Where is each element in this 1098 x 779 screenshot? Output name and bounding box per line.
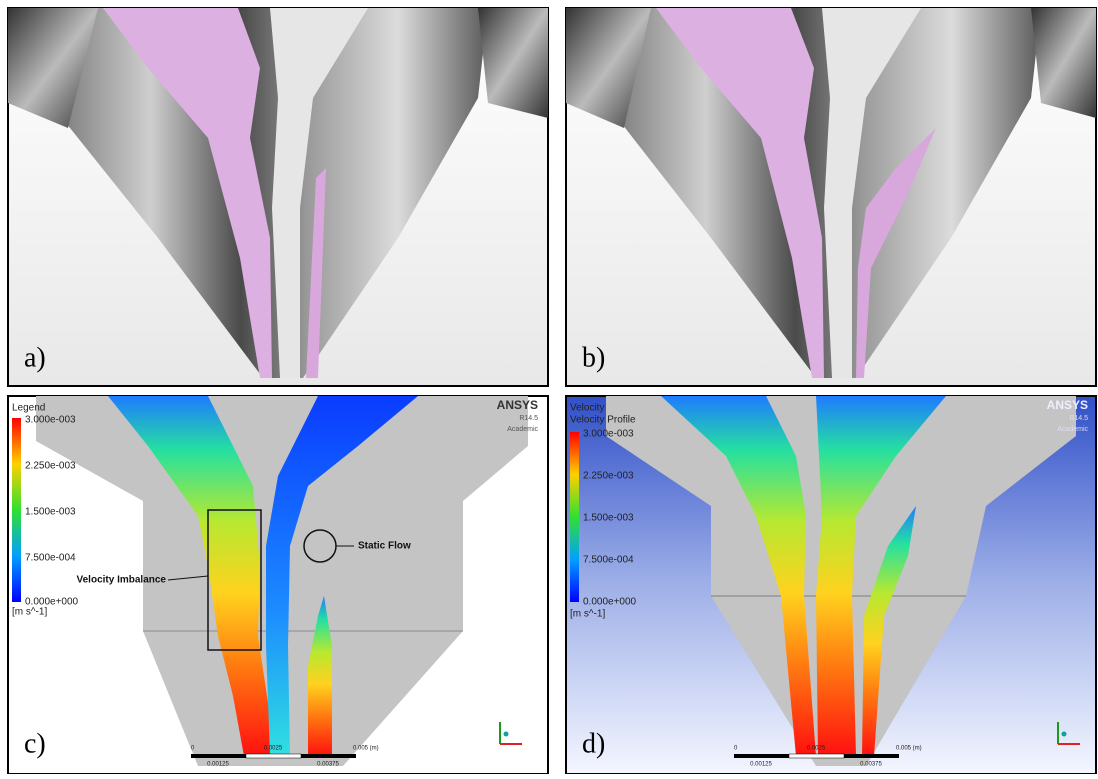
scale-label: 0.00125 [750, 762, 772, 768]
panel-label: c) [24, 728, 46, 759]
bolt [478, 8, 548, 118]
legend-tick: 7.500e-004 [25, 553, 76, 564]
legend-title: Velocity [570, 403, 604, 414]
annotation: Velocity Imbalance [77, 575, 167, 586]
scale-label: 0.0025 [264, 746, 283, 752]
scale-label: 0.005 (m) [896, 746, 922, 752]
edition: Academic [1057, 426, 1088, 433]
panel-c: Velocity Imbalance Static Flow Legend 3.… [8, 396, 548, 774]
legend-unit: [m s^-1] [570, 609, 605, 620]
scale-segment [301, 754, 356, 758]
version: R14.5 [519, 415, 538, 422]
scale-label: 0.00375 [860, 762, 882, 768]
figure: a) b) Velocity Imbalance Static Flow Leg… [0, 0, 1098, 774]
panel-label: b) [582, 342, 605, 373]
scale-label: 0.005 (m) [353, 746, 379, 752]
scale-segment [191, 754, 246, 758]
panel-label: d) [582, 728, 605, 759]
brand: ANSYS [497, 398, 538, 412]
scale-segment [844, 754, 899, 758]
legend-tick: 2.250e-003 [25, 461, 76, 472]
version: R14.5 [1069, 415, 1088, 422]
scale-segment [789, 754, 844, 758]
legend-tick: 2.250e-003 [583, 471, 634, 482]
legend-tick: 0.000e+000 [583, 597, 637, 608]
panel-a: a) [8, 8, 548, 386]
scale-label: 0.00125 [207, 762, 229, 768]
scale-label: 0.0025 [807, 746, 826, 752]
panel-d: Velocity Velocity Profile 3.000e-003 2.2… [566, 396, 1096, 774]
legend-tick: 1.500e-003 [583, 513, 634, 524]
colorbar [12, 418, 21, 602]
edition: Academic [507, 426, 538, 433]
panel-b: b) [566, 8, 1096, 386]
legend-title: Legend [12, 403, 45, 414]
legend-tick: 3.000e-003 [583, 429, 634, 440]
panel-label: a) [24, 342, 46, 373]
legend-subtitle: Velocity Profile [570, 415, 636, 426]
brand: ANSYS [1047, 398, 1088, 412]
legend-tick: 3.000e-003 [25, 415, 76, 426]
colorbar [570, 432, 579, 602]
legend-tick: 1.500e-003 [25, 507, 76, 518]
legend-unit: [m s^-1] [12, 607, 47, 618]
scale-label: 0.00375 [317, 762, 339, 768]
annotation: Static Flow [358, 541, 411, 552]
legend-tick: 7.500e-004 [583, 555, 634, 566]
scale-segment [246, 754, 301, 758]
scale-segment [734, 754, 789, 758]
